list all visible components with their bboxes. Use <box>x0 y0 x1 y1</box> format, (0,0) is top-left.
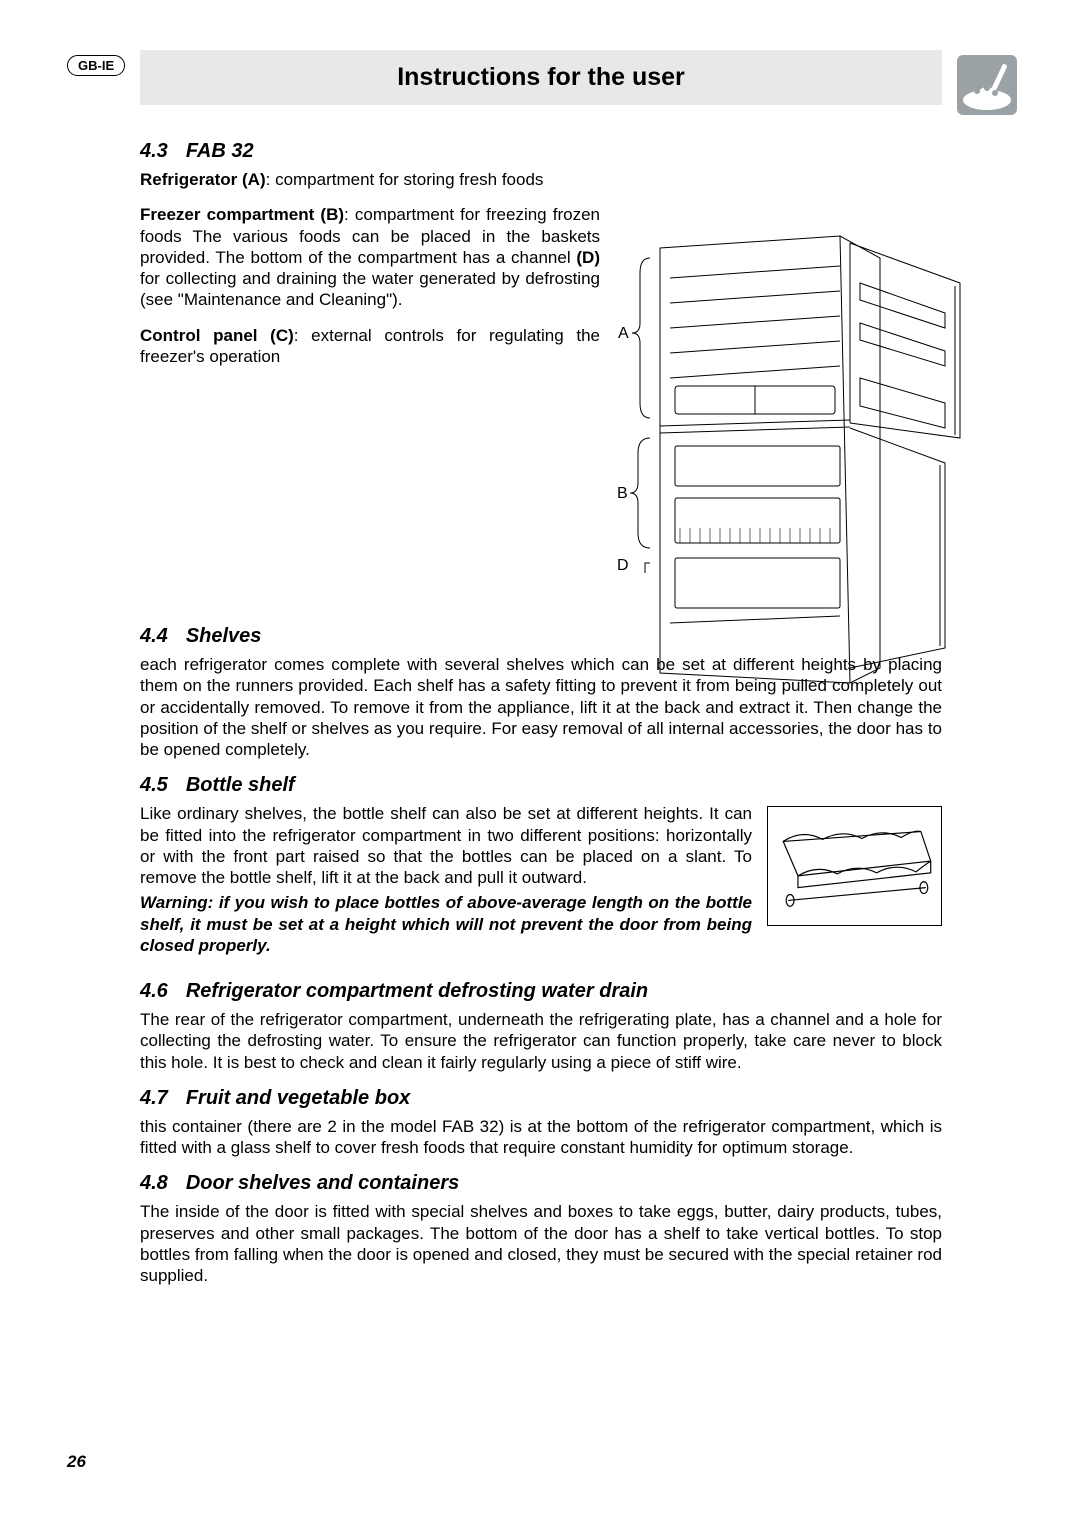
para-control-panel: Control panel (C): external controls for… <box>140 325 600 368</box>
language-badge: GB-IE <box>67 55 125 76</box>
diagram-label-d: D <box>617 557 629 574</box>
fridge-diagram: A B D <box>600 228 1000 688</box>
header-title: Instructions for the user <box>397 63 685 92</box>
section-4-6: 4.6Refrigerator compartment defrosting w… <box>140 980 942 1073</box>
section-body: Like ordinary shelves, the bottle shelf … <box>140 803 760 888</box>
food-icon <box>957 55 1017 115</box>
section-warning: Warning: if you wish to place bottles of… <box>140 892 760 956</box>
section-4-5: 4.5Bottle shelf Like ordinary shelves, t… <box>140 774 942 970</box>
para-refrigerator: Refrigerator (A): compartment for storin… <box>140 169 600 190</box>
section-heading: 4.5Bottle shelf <box>140 774 942 797</box>
section-4-7: 4.7Fruit and vegetable box this containe… <box>140 1087 942 1159</box>
section-heading: 4.8Door shelves and containers <box>140 1172 942 1195</box>
page-header: GB-IE Instructions for the user <box>140 50 942 105</box>
diagram-label-a: A <box>618 325 629 342</box>
section-body: this container (there are 2 in the model… <box>140 1116 942 1159</box>
page-content: GB-IE Instructions for the user 4.3 FAB 3… <box>140 50 942 1300</box>
bottle-shelf-diagram <box>767 806 942 926</box>
section-body: The rear of the refrigerator compartment… <box>140 1009 942 1073</box>
section-heading: 4.3 FAB 32 <box>140 140 942 163</box>
section-title: FAB 32 <box>186 140 254 162</box>
para-freezer: Freezer compartment (B): compartment for… <box>140 204 600 310</box>
page-number: 26 <box>67 1452 86 1472</box>
section-heading: 4.7Fruit and vegetable box <box>140 1087 942 1110</box>
section-heading: 4.6Refrigerator compartment defrosting w… <box>140 980 942 1003</box>
section-number: 4.3 <box>140 140 168 162</box>
section-body: The inside of the door is fitted with sp… <box>140 1201 942 1286</box>
section-4-3: 4.3 FAB 32 Refrigerator (A): compartment … <box>140 140 942 615</box>
diagram-label-b: B <box>617 485 628 502</box>
section-4-8: 4.8Door shelves and containers The insid… <box>140 1172 942 1286</box>
